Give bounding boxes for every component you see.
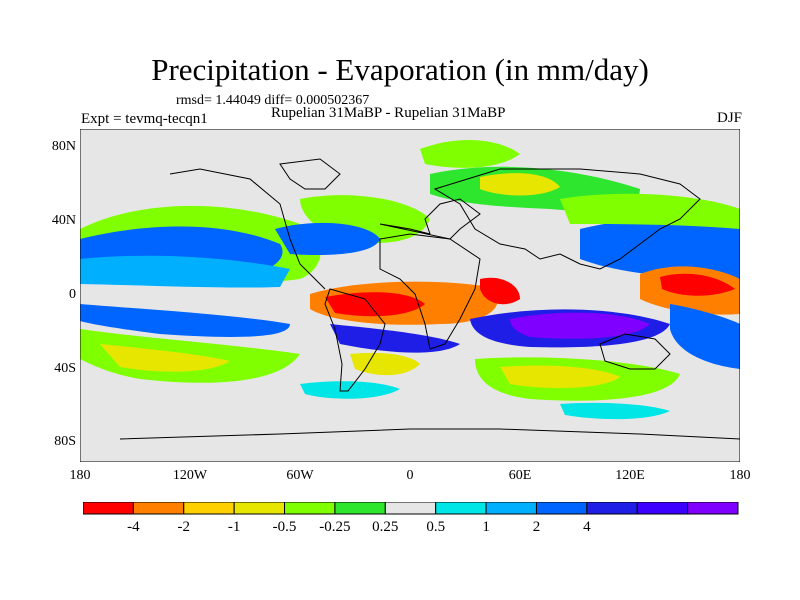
- experiment-label: Expt = tevmq-tecqn1: [81, 111, 208, 127]
- colorbar-label: -2: [177, 519, 191, 535]
- lon-tick-label: 120E: [615, 468, 645, 483]
- field-south-indian-yellow: [500, 365, 620, 389]
- colorbar-label: 0.5: [426, 519, 446, 535]
- colorbar-box: [586, 502, 638, 515]
- field-sh-pacific-blue: [80, 304, 290, 337]
- field-africa-red: [480, 277, 520, 305]
- colorbar-label: -0.5: [272, 519, 297, 535]
- lon-tick-label: 60W: [286, 468, 314, 483]
- field-southern-ocean-cyan: [560, 402, 670, 420]
- lat-tick-label: 40S: [54, 361, 76, 376]
- coastlines: [119, 158, 740, 440]
- precip-evap-map: [80, 129, 740, 462]
- colorbar-label: 1: [482, 519, 490, 535]
- field-atlantic-blue: [275, 222, 380, 256]
- comparison-label: Rupelian 31MaBP - Rupelian 31MaBP: [271, 105, 506, 121]
- colorbar-box: [233, 502, 286, 515]
- chart-title: Precipitation - Evaporation (in mm/day): [151, 52, 649, 87]
- colorbar-label: 0.25: [372, 519, 399, 535]
- field-sh-pacific-yellow: [100, 344, 230, 372]
- field-tropical-dry-red: [325, 292, 425, 317]
- field-west-pacific-blue: [580, 219, 740, 279]
- colorbar-box: [384, 502, 437, 515]
- colorbar-box: [83, 502, 134, 515]
- colorbar-box: [687, 502, 739, 515]
- lon-tick-label: 0: [406, 468, 414, 483]
- stats-text: rmsd= 1.44049 diff= 0.000502367: [176, 93, 370, 108]
- colorbar-label: 2: [532, 519, 541, 535]
- field-pacific-cyan-band: [80, 255, 290, 288]
- colorbar-box: [435, 502, 487, 515]
- colorbar: [83, 502, 739, 515]
- field-arctic-green: [420, 139, 520, 168]
- field-south-atlantic-blue: [330, 324, 460, 353]
- colorbar-label: -1: [227, 519, 241, 535]
- colorbar-label: -4: [127, 519, 140, 535]
- lat-tick-label: 40N: [51, 213, 76, 228]
- field-asia-yellow: [480, 173, 560, 196]
- season-label: DJF: [716, 110, 742, 126]
- lat-tick-label: 0: [69, 287, 76, 302]
- colorbar-label: -0.25: [319, 519, 351, 535]
- lon-tick-label: 180: [69, 468, 91, 483]
- lon-tick-label: 120W: [172, 468, 208, 483]
- colorbar-box: [334, 502, 386, 515]
- field-south-america-yellow: [350, 352, 420, 376]
- colorbar-box: [132, 502, 185, 515]
- lon-tick-label: 60E: [508, 468, 532, 483]
- field-west-pacific-green: [560, 193, 740, 229]
- field-east-pacific-red: [660, 273, 735, 296]
- colorbar-box: [535, 502, 588, 515]
- field-indian-ocean-purple: [510, 312, 650, 339]
- colorbar-box: [183, 502, 235, 515]
- lat-tick-label: 80N: [51, 139, 76, 154]
- field-sw-pacific-blue: [670, 304, 740, 369]
- colorbar-box: [485, 502, 537, 515]
- lon-tick-label: 180: [729, 468, 751, 483]
- colorbar-box: [284, 502, 336, 515]
- colorbar-box: [636, 502, 689, 515]
- colorbar-label: 4: [583, 519, 591, 535]
- lat-tick-label: 80S: [54, 434, 76, 449]
- field-south-atlantic-cyan: [300, 381, 400, 399]
